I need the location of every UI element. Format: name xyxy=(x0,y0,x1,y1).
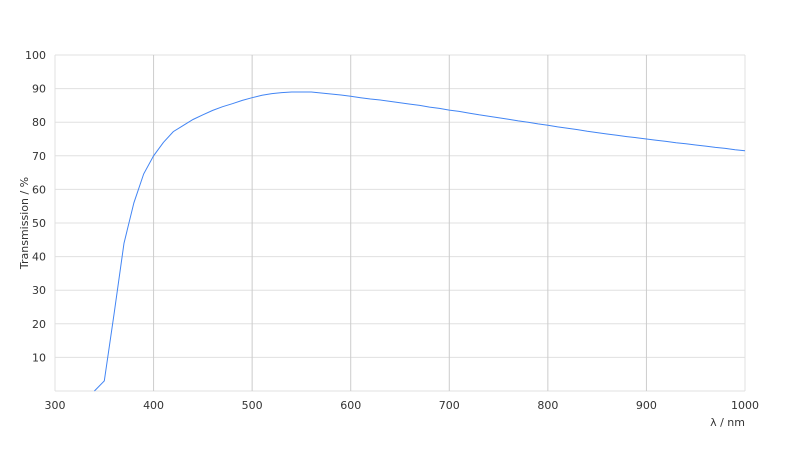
y-tick-label: 90 xyxy=(32,83,46,96)
x-tick-label: 600 xyxy=(340,399,361,412)
y-tick-label: 50 xyxy=(32,217,46,230)
x-tick-label: 900 xyxy=(636,399,657,412)
x-axis-label: λ / nm xyxy=(710,416,745,429)
y-tick-label: 30 xyxy=(32,284,46,297)
x-tick-label: 800 xyxy=(537,399,558,412)
y-tick-label: 80 xyxy=(32,116,46,129)
y-tick-label: 60 xyxy=(32,183,46,196)
x-tick-label: 300 xyxy=(45,399,66,412)
y-tick-label: 40 xyxy=(32,251,46,264)
x-tick-label: 500 xyxy=(242,399,263,412)
series-line xyxy=(94,91,746,392)
y-tick-label: 20 xyxy=(32,318,46,331)
x-tick-label: 400 xyxy=(143,399,164,412)
y-tick-label: 10 xyxy=(32,351,46,364)
x-tick-label: 1000 xyxy=(731,399,759,412)
y-tick-label: 100 xyxy=(25,49,46,62)
x-tick-label: 700 xyxy=(439,399,460,412)
y-axis-label: Transmission / % xyxy=(18,177,31,270)
y-tick-label: 70 xyxy=(32,150,46,163)
